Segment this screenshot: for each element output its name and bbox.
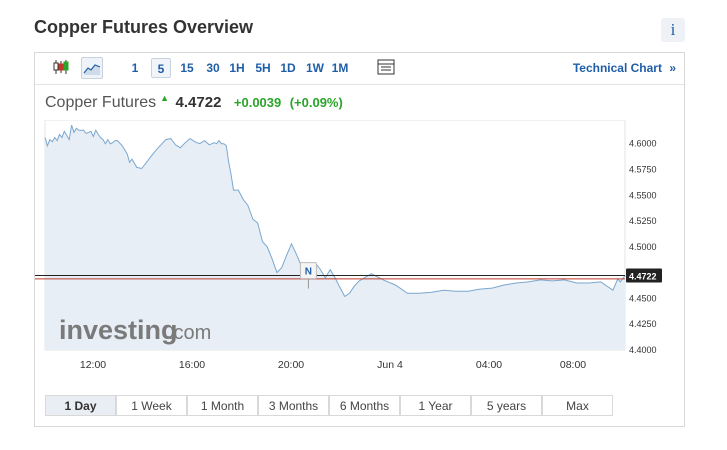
price-chart[interactable]: investing .com 4.6000 4.5750 4.5500 4.5250 4… — [35, 120, 684, 375]
interval-1d[interactable]: 1D — [280, 61, 296, 75]
area-chart-icon[interactable] — [81, 57, 103, 79]
interval-5[interactable]: 5 — [151, 58, 171, 78]
news-marker-box — [299, 262, 317, 280]
news-marker-label: N — [305, 267, 312, 278]
price-change-percent: (+0.09%) — [289, 95, 343, 110]
table-icon[interactable] — [376, 57, 398, 79]
interval-5h[interactable]: 5H — [255, 61, 271, 75]
up-arrow-icon: ▲ — [160, 93, 170, 103]
instrument-name: Copper Futures — [45, 94, 157, 111]
y-tick-label: 4.5000 — [629, 242, 657, 252]
price-change: +0.0039 — [233, 95, 282, 110]
y-tick-label: 4.5500 — [629, 190, 657, 200]
candlestick-chart-icon[interactable] — [51, 57, 73, 79]
range-max[interactable]: Max — [542, 395, 613, 416]
x-tick-label: 20:00 — [278, 359, 304, 371]
range-1-month[interactable]: 1 Month — [187, 395, 258, 416]
range-5-years[interactable]: 5 years — [471, 395, 542, 416]
price-line — [44, 125, 626, 298]
x-tick-label: 16:00 — [179, 359, 205, 371]
interval-30[interactable]: 30 — [206, 61, 220, 75]
interval-15[interactable]: 15 — [180, 61, 194, 75]
y-tick-label: 4.5750 — [629, 165, 657, 175]
y-tick-label: 4.6000 — [629, 139, 657, 149]
last-price: 4.4722 — [175, 94, 222, 111]
investing-watermark: investing .com — [59, 315, 211, 345]
x-tick-label: Jun 4 — [377, 359, 403, 371]
quote-header: Copper Futures ▲ 4.4722 +0.0039 (+0.09%) — [45, 93, 343, 113]
technical-chart-link[interactable]: Technical Chart » — [573, 61, 676, 75]
price-area-fill — [45, 125, 625, 350]
x-tick-label: 08:00 — [560, 359, 586, 371]
y-tick-label: 4.4250 — [629, 319, 657, 329]
watermark-brand: investing — [59, 315, 178, 345]
y-tick-label: 4.5250 — [629, 216, 657, 226]
range-1-week[interactable]: 1 Week — [116, 395, 187, 416]
double-chevron-right-icon: » — [669, 61, 676, 75]
x-tick-label: 04:00 — [476, 359, 502, 371]
chart-widget: 1 5 15 30 1H 5H 1D 1W 1M Technical Chart » Coppe… — [34, 52, 685, 427]
range-3-months[interactable]: 3 Months — [258, 395, 329, 416]
interval-1[interactable]: 1 — [131, 61, 139, 75]
info-icon[interactable]: i — [661, 18, 685, 42]
interval-1m[interactable]: 1M — [331, 61, 349, 75]
x-tick-label: 12:00 — [80, 359, 106, 371]
range-6-months[interactable]: 6 Months — [329, 395, 400, 416]
y-tick-label: 4.4500 — [629, 293, 657, 303]
chart-toolbar: 1 5 15 30 1H 5H 1D 1W 1M Technical Chart » — [35, 53, 684, 85]
interval-1h[interactable]: 1H — [229, 61, 245, 75]
range-1-day[interactable]: 1 Day — [45, 395, 116, 416]
interval-1w[interactable]: 1W — [306, 61, 324, 75]
range-1-year[interactable]: 1 Year — [400, 395, 471, 416]
technical-chart-label: Technical Chart — [572, 61, 662, 75]
page-title: Copper Futures Overview — [34, 17, 254, 37]
current-price-tag: 4.4722 — [626, 268, 662, 283]
current-price-tag-bg — [626, 268, 662, 283]
watermark-suffix: .com — [168, 322, 211, 344]
current-price-tag-label: 4.4722 — [629, 272, 657, 282]
y-tick-label: 4.4000 — [629, 345, 657, 355]
